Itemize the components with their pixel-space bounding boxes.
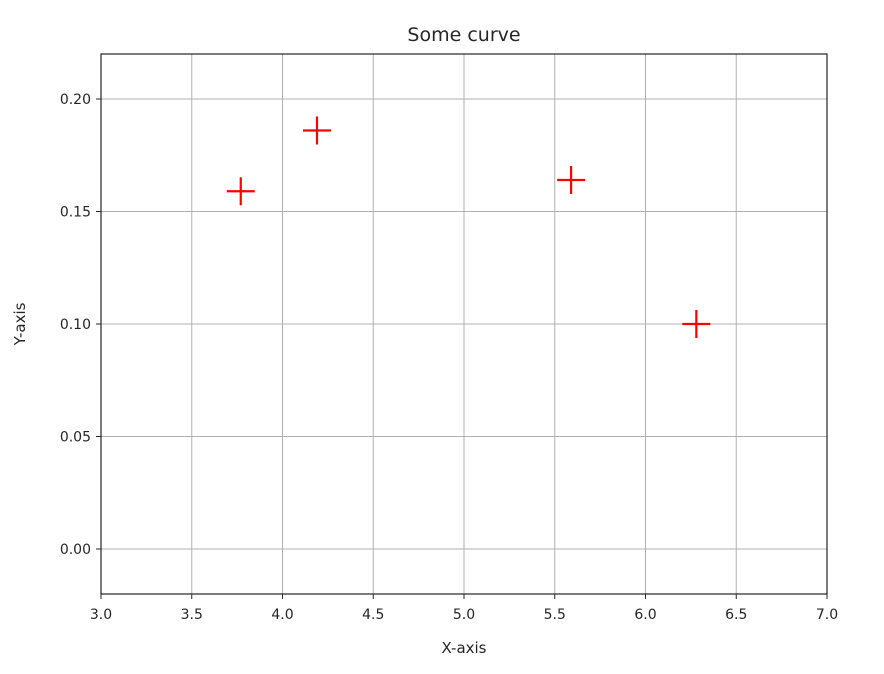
y-tick-label: 0.20 [60,92,91,108]
ticks: 3.0 3.5 4.0 4.5 5.0 5.5 6.0 6.5 7.0 0.00 0.05 0.10 0… [60,92,838,623]
chart-title: Some curve [407,24,520,46]
data-point [302,116,331,145]
data-points [226,116,711,338]
data-point [226,177,255,206]
x-axis-label: X-axis [442,639,487,657]
y-tick-label: 0.15 [60,205,91,221]
x-tick-label: 5.0 [453,607,475,623]
grid [100,54,828,594]
data-point [682,310,711,338]
x-tick-label: 3.0 [90,607,112,623]
x-tick-label: 4.5 [362,607,384,623]
x-tick-label: 3.5 [181,607,203,623]
x-tick-label: 7.0 [816,607,838,623]
data-point [557,166,586,194]
x-tick-label: 6.0 [634,607,656,623]
y-tick-label: 0.00 [60,542,91,558]
x-tick-label: 6.5 [725,607,747,623]
y-axis-label: Y-axis [11,302,29,346]
y-tick-label: 0.10 [60,317,91,333]
x-tick-label: 5.5 [544,607,566,623]
x-tick-label: 4.0 [271,607,293,623]
y-tick-label: 0.05 [60,430,91,446]
